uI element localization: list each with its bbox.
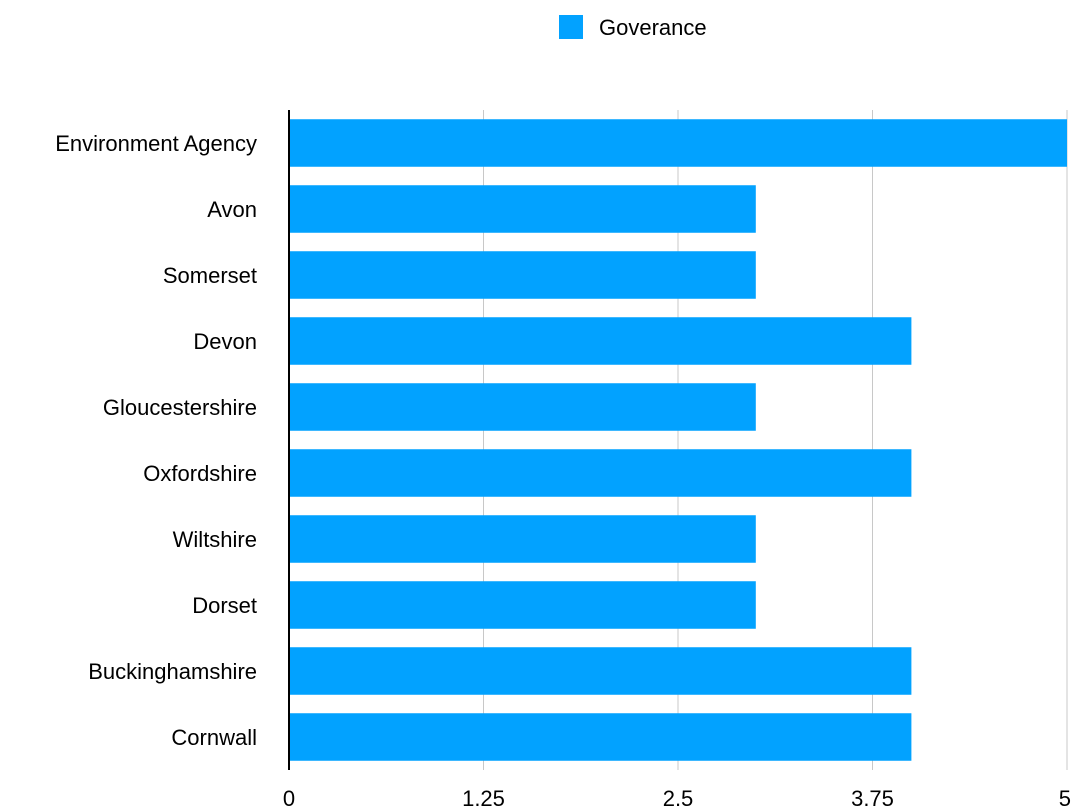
legend-label: Goverance: [599, 15, 707, 40]
category-label: Cornwall: [171, 725, 257, 750]
legend: Goverance: [559, 15, 707, 40]
category-label: Oxfordshire: [143, 461, 257, 486]
bar: [289, 317, 912, 365]
bar: [289, 515, 756, 563]
bar: [289, 185, 756, 233]
category-label: Somerset: [163, 263, 257, 288]
x-tick-label: 2.5: [663, 786, 694, 810]
category-label: Gloucestershire: [103, 395, 257, 420]
bar: [289, 581, 756, 629]
bar: [289, 383, 756, 431]
category-labels: Environment Agency Avon Somerset Devon Glou…: [55, 131, 257, 750]
category-label: Devon: [193, 329, 257, 354]
bars: [289, 119, 1067, 761]
legend-swatch: [559, 15, 583, 39]
x-tick-labels: 0 1.25 2.5 3.75 5: [283, 786, 1071, 810]
x-tick-label: 3.75: [851, 786, 894, 810]
x-tick-label: 1.25: [462, 786, 505, 810]
category-label: Wiltshire: [173, 527, 257, 552]
bar: [289, 119, 1067, 167]
bar: [289, 647, 912, 695]
category-label: Environment Agency: [55, 131, 257, 156]
category-label: Dorset: [192, 593, 257, 618]
bar: [289, 713, 912, 761]
category-label: Avon: [207, 197, 257, 222]
x-tick-label: 5: [1059, 786, 1071, 810]
x-tick-label: 0: [283, 786, 295, 810]
bar: [289, 449, 912, 497]
category-label: Buckinghamshire: [88, 659, 257, 684]
bar: [289, 251, 756, 299]
